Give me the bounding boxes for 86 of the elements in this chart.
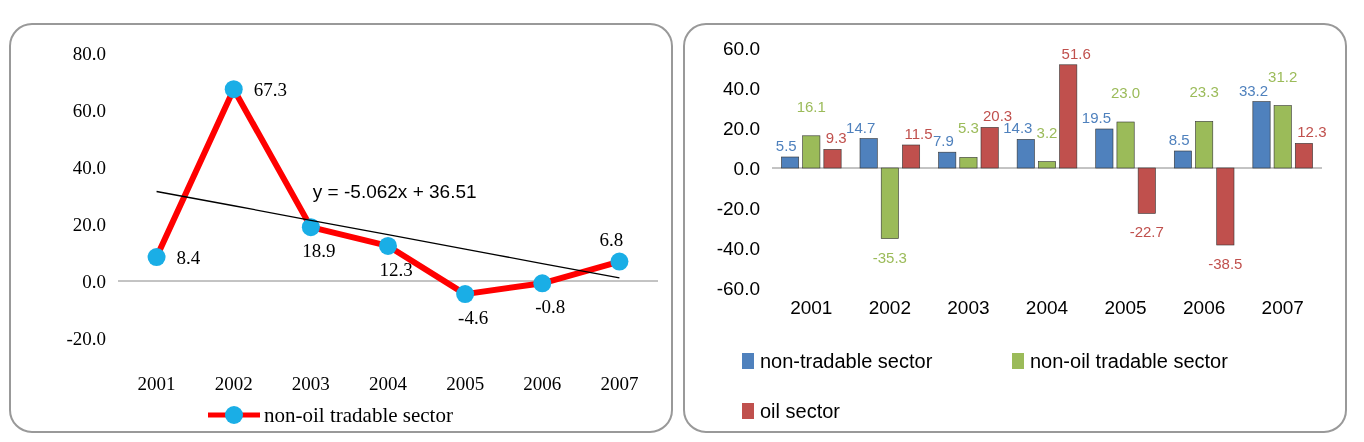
bar: [959, 157, 978, 169]
x-tick-label: 2004: [369, 373, 408, 394]
point: [301, 218, 320, 237]
y-tick-label: 60.0: [72, 99, 106, 121]
point: [610, 252, 629, 271]
bar: [1116, 121, 1135, 169]
data-label: 7.9: [933, 132, 954, 150]
bar: [938, 151, 957, 169]
point: [533, 274, 552, 293]
data-label: 12.3: [1297, 123, 1327, 141]
x-tick-label: 2006: [523, 373, 562, 394]
bar: [1273, 105, 1292, 169]
x-tick-label: 2003: [291, 373, 330, 394]
bar: [1173, 150, 1192, 169]
data-label: -4.6: [458, 307, 489, 329]
bar: [1137, 167, 1156, 214]
bar: [1016, 139, 1035, 169]
bar: [1195, 121, 1214, 169]
data-label: -0.8: [535, 296, 566, 318]
x-tick-label: 2003: [947, 297, 990, 318]
bar: [1038, 161, 1056, 169]
bar: [880, 167, 899, 239]
y-tick-label: 20.0: [72, 213, 106, 235]
x-tick-label: 2007: [1261, 297, 1304, 318]
x-tick-label: 2007: [600, 373, 639, 394]
y-tick-label: 20.0: [723, 117, 760, 139]
data-label: 67.3: [253, 79, 287, 101]
x-tick-label: 2001: [137, 373, 176, 394]
bar: [1252, 101, 1271, 169]
bar: [1095, 128, 1114, 169]
data-label: 12.3: [379, 258, 413, 280]
data-label: 51.6: [1061, 44, 1091, 62]
legend-label: non-oil tradable sector: [1030, 350, 1229, 372]
x-tick-label: 2006: [1183, 297, 1226, 318]
y-tick-label: 60.0: [723, 37, 760, 59]
data-label: -22.7: [1129, 223, 1164, 241]
data-label: 11.5: [904, 125, 933, 142]
y-tick-label: 80.0: [72, 42, 106, 64]
point: [379, 236, 397, 255]
y-tick-label: -20.0: [66, 327, 106, 349]
data-label: 14.7: [846, 118, 876, 136]
data-label: -38.5: [1208, 255, 1243, 272]
y-tick-label: -40.0: [716, 237, 760, 259]
y-tick-label: 0.0: [733, 157, 760, 179]
x-tick-label: 2001: [790, 297, 833, 318]
y-tick-label: 40.0: [723, 77, 760, 99]
bar: [823, 149, 842, 169]
bar: [980, 127, 999, 169]
legend-label: non-tradable sector: [760, 350, 933, 372]
y-tick-label: 0.0: [82, 270, 106, 292]
point: [147, 248, 166, 267]
y-tick-label: 40.0: [72, 156, 106, 178]
bar: [1059, 64, 1078, 169]
x-tick-label: 2002: [868, 297, 911, 318]
data-label: 3.2: [1036, 123, 1058, 141]
x-tick-label: 2005: [446, 373, 485, 394]
bar: [802, 135, 821, 169]
point: [456, 285, 475, 304]
data-label: 19.5: [1081, 109, 1111, 126]
data-label: 23.0: [1110, 84, 1141, 101]
bar: [781, 156, 800, 169]
data-label: 8.4: [176, 247, 201, 269]
x-tick-label: 2002: [214, 373, 253, 394]
data-label: 5.5: [775, 137, 797, 154]
bar: [902, 144, 921, 169]
legend-label: non-oil tradable sector: [264, 403, 453, 428]
data-label: 9.3: [825, 129, 847, 147]
data-label: 31.2: [1268, 67, 1298, 85]
data-label: 8.5: [1168, 131, 1190, 148]
x-tick-label: 2004: [1025, 297, 1069, 318]
y-tick-label: -20.0: [716, 197, 760, 219]
data-label: -35.3: [872, 248, 907, 266]
data-label: 16.1: [796, 97, 826, 115]
bar: [859, 138, 878, 169]
point: [224, 80, 243, 99]
data-label: 18.9: [302, 240, 336, 262]
data-label: 6.8: [599, 228, 624, 250]
legend-label: oil sector: [760, 400, 841, 422]
data-label: 23.3: [1189, 83, 1219, 101]
data-label: 33.2: [1238, 81, 1269, 99]
data-label: 5.3: [958, 119, 979, 137]
annotation: y = -5.062x + 36.51: [312, 181, 477, 203]
x-tick-label: 2005: [1104, 297, 1147, 318]
y-tick-label: -60.0: [716, 277, 760, 299]
bar: [1294, 143, 1313, 169]
bar: [1216, 167, 1235, 246]
